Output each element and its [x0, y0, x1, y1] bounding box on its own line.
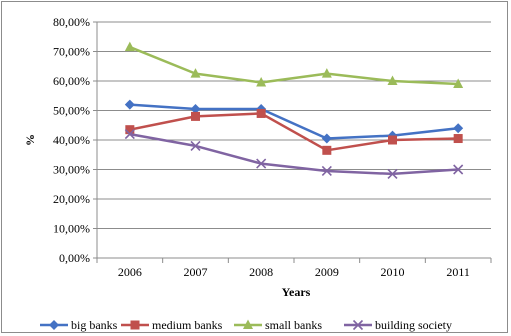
legend-marker	[352, 319, 364, 331]
data-point	[190, 104, 201, 115]
legend-marker	[130, 320, 140, 330]
series-big-banks	[124, 99, 464, 144]
series	[124, 41, 464, 179]
legend-label: medium banks	[152, 318, 223, 332]
data-point	[256, 108, 266, 118]
series-line	[129, 45, 459, 86]
legend-label: small banks	[265, 318, 322, 332]
data-point	[453, 123, 464, 134]
y-tick-label: 40,00%	[53, 133, 90, 147]
series-medium-banks	[125, 108, 463, 155]
data-point	[321, 165, 332, 177]
legend-label: building society	[375, 318, 452, 332]
y-tick-label: 80,00%	[53, 15, 90, 29]
data-point	[453, 134, 463, 144]
y-tick-label: 60,00%	[53, 74, 90, 88]
data-point	[124, 129, 135, 140]
legend-item: big banks	[40, 318, 118, 332]
data-point	[321, 133, 332, 144]
x-tick-label: 2008	[249, 265, 273, 279]
series-small-banks	[124, 41, 464, 88]
axes	[93, 21, 492, 263]
legend-item: building society	[344, 318, 452, 332]
y-tick-label: 70,00%	[53, 45, 90, 59]
data-point	[256, 158, 267, 169]
series-line	[129, 112, 459, 152]
data-point	[321, 68, 332, 78]
x-axis-title: Years	[282, 285, 311, 299]
gridlines	[97, 21, 491, 229]
legend-marker	[49, 320, 59, 330]
data-point	[191, 111, 200, 121]
legend-marker	[243, 319, 253, 329]
data-point	[124, 41, 135, 52]
legend: big banks medium banks small banks building…	[40, 318, 452, 332]
data-point	[256, 76, 267, 87]
x-tick-labels: 2006 2007 2008 2009 2010 2011	[118, 265, 470, 279]
series-line	[129, 132, 459, 176]
series-line	[129, 103, 459, 140]
x-tick-label: 2011	[446, 265, 470, 279]
y-tick-label: 20,00%	[53, 192, 90, 206]
data-point	[322, 145, 332, 155]
data-point	[124, 99, 135, 110]
legend-item: small banks	[234, 318, 322, 332]
y-tick-label: 0,00%	[59, 251, 90, 265]
legend-label: big banks	[71, 318, 118, 332]
x-tick-label: 2010	[381, 265, 405, 279]
y-tick-label: 30,00%	[53, 163, 90, 177]
data-point	[387, 168, 398, 179]
x-tick-label: 2009	[315, 265, 339, 279]
data-point	[125, 125, 135, 135]
data-point	[388, 135, 397, 145]
y-tick-label: 50,00%	[53, 104, 90, 118]
x-tick-label: 2007	[184, 265, 208, 279]
x-tick-label: 2006	[118, 265, 142, 279]
data-point	[453, 78, 464, 88]
legend-item: medium banks	[121, 318, 223, 332]
data-point	[190, 140, 201, 151]
y-tick-label: 10,00%	[53, 222, 90, 236]
data-point	[453, 164, 464, 175]
series-building-society	[124, 129, 464, 179]
data-point	[387, 75, 398, 85]
data-point	[190, 68, 201, 78]
y-axis-title: %	[23, 134, 37, 146]
y-tick-labels: 0,00% 10,00% 20,00% 30,00% 40,00% 50,00% 60,00…	[53, 15, 90, 265]
